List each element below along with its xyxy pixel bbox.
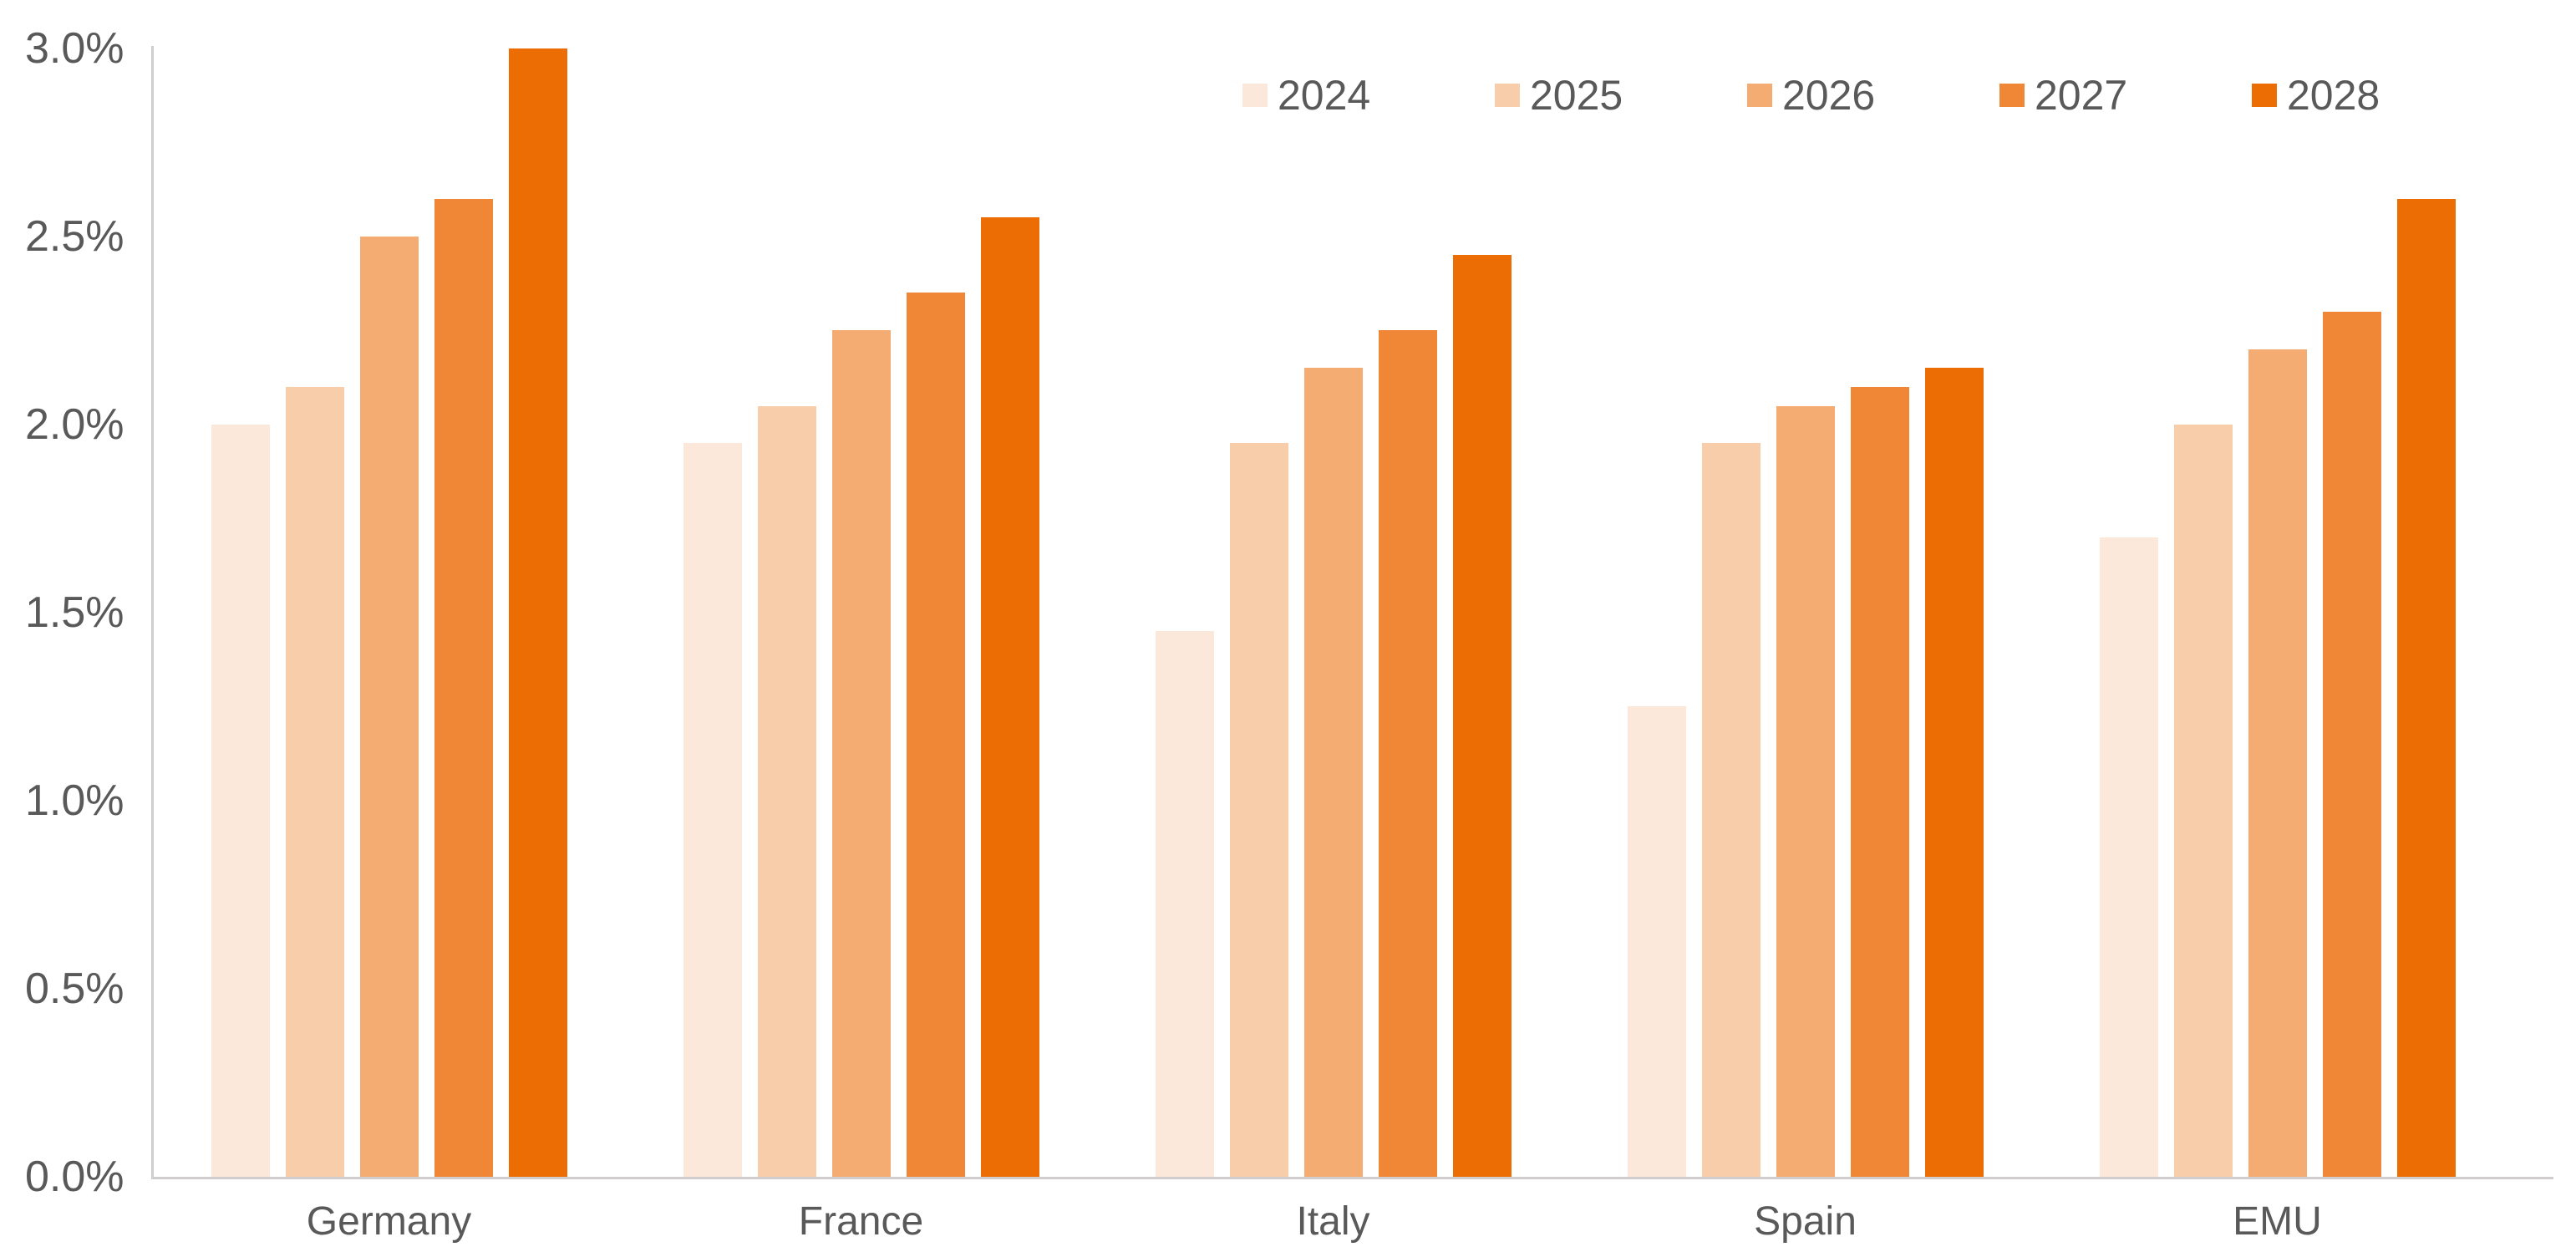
bar-2028-italy — [1453, 255, 1512, 1177]
bar-2028-germany — [509, 48, 567, 1177]
legend-item-2025: 2025 — [1495, 72, 1623, 119]
bar-2026-spain — [1776, 406, 1835, 1177]
legend-swatch-2024 — [1242, 84, 1268, 107]
bar-2026-emu — [2248, 349, 2307, 1177]
bar-2024-emu — [2100, 537, 2158, 1177]
bar-2028-spain — [1925, 368, 1984, 1177]
bar-2024-germany — [211, 425, 270, 1177]
legend-label-2027: 2027 — [2035, 72, 2128, 119]
bar-2027-france — [907, 293, 965, 1177]
bar-2026-germany — [360, 237, 419, 1177]
bar-2027-italy — [1379, 330, 1437, 1177]
bar-2026-italy — [1304, 368, 1363, 1177]
x-category-label-germany: Germany — [306, 1199, 472, 1244]
legend-item-2024: 2024 — [1242, 72, 1370, 119]
legend-swatch-2025 — [1495, 84, 1520, 107]
x-category-label-france: France — [798, 1199, 924, 1244]
y-tick-label-3-0pct: 3.0% — [25, 24, 124, 73]
bar-2028-emu — [2397, 199, 2456, 1177]
legend-swatch-2028 — [2252, 84, 2277, 107]
legend-label-2025: 2025 — [1530, 72, 1623, 119]
bar-2025-italy — [1230, 443, 1288, 1177]
bar-2026-france — [832, 330, 891, 1177]
legend-item-2026: 2026 — [1747, 72, 1875, 119]
chart-legend: 2024 2025 2026 2027 2028 — [0, 72, 2576, 122]
bar-2024-spain — [1628, 706, 1686, 1177]
bar-2027-emu — [2323, 312, 2381, 1177]
bar-2027-germany — [434, 199, 493, 1177]
y-tick-label-2-0pct: 2.0% — [25, 400, 124, 449]
bar-2025-germany — [286, 387, 344, 1177]
y-tick-label-1-5pct: 1.5% — [25, 588, 124, 637]
y-axis-line — [151, 46, 154, 1177]
y-tick-label-1-0pct: 1.0% — [25, 776, 124, 825]
x-category-label-italy: Italy — [1296, 1199, 1370, 1244]
x-axis-line — [151, 1177, 2553, 1179]
y-tick-label-0-0pct: 0.0% — [25, 1153, 124, 1201]
legend-label-2024: 2024 — [1278, 72, 1371, 119]
legend-swatch-2027 — [1999, 84, 2025, 107]
legend-item-2027: 2027 — [1999, 72, 2127, 119]
y-tick-label-2-5pct: 2.5% — [25, 212, 124, 261]
bar-2024-france — [683, 443, 742, 1177]
x-category-label-spain: Spain — [1754, 1199, 1857, 1244]
y-tick-label-0-5pct: 0.5% — [25, 965, 124, 1013]
bar-2025-emu — [2174, 425, 2233, 1177]
bar-2025-spain — [1702, 443, 1761, 1177]
bar-2025-france — [758, 406, 816, 1177]
legend-label-2026: 2026 — [1782, 72, 1876, 119]
bar-2028-france — [981, 217, 1039, 1177]
bar-2027-spain — [1851, 387, 1909, 1177]
legend-swatch-2026 — [1747, 84, 1772, 107]
legend-label-2028: 2028 — [2287, 72, 2380, 119]
legend-item-2028: 2028 — [2252, 72, 2380, 119]
bar-2024-italy — [1156, 631, 1214, 1177]
x-category-label-emu: EMU — [2233, 1199, 2322, 1244]
